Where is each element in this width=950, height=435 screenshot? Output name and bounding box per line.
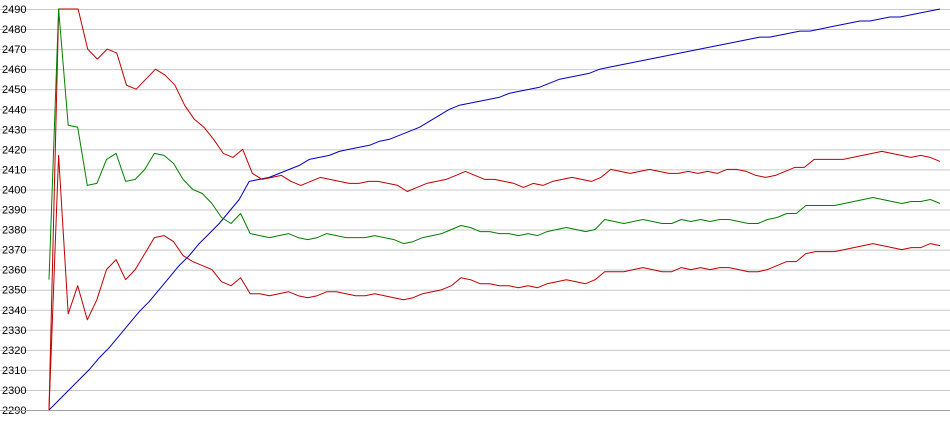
gridlines (0, 9, 950, 411)
series-line-4 (48, 154, 941, 411)
y-tick-label: 2430 (2, 124, 26, 136)
series-line-3 (48, 8, 941, 280)
y-tick-label: 2320 (2, 345, 26, 357)
y-tick-label: 2360 (2, 265, 26, 277)
y-tick-label: 2300 (2, 385, 26, 397)
y-axis-tick-labels: 2290230023102320233023402350236023702380… (2, 4, 26, 417)
y-tick-label: 2450 (2, 84, 26, 96)
y-tick-label: 2370 (2, 245, 26, 257)
y-tick-label: 2350 (2, 285, 26, 297)
y-tick-label: 2470 (2, 44, 26, 56)
y-tick-label: 2460 (2, 64, 26, 76)
y-tick-label: 2330 (2, 325, 26, 337)
y-tick-label: 2440 (2, 104, 26, 116)
series-line-1 (48, 8, 941, 411)
y-tick-label: 2490 (2, 4, 26, 16)
y-tick-label: 2400 (2, 184, 26, 196)
y-tick-label: 2480 (2, 24, 26, 36)
y-tick-label: 2340 (2, 305, 26, 317)
y-tick-label: 2410 (2, 164, 26, 176)
series-lines (48, 8, 941, 411)
y-tick-label: 2390 (2, 205, 26, 217)
series-line-2 (48, 8, 941, 411)
y-tick-label: 2310 (2, 365, 26, 377)
y-tick-label: 2420 (2, 144, 26, 156)
y-tick-label: 2380 (2, 225, 26, 237)
